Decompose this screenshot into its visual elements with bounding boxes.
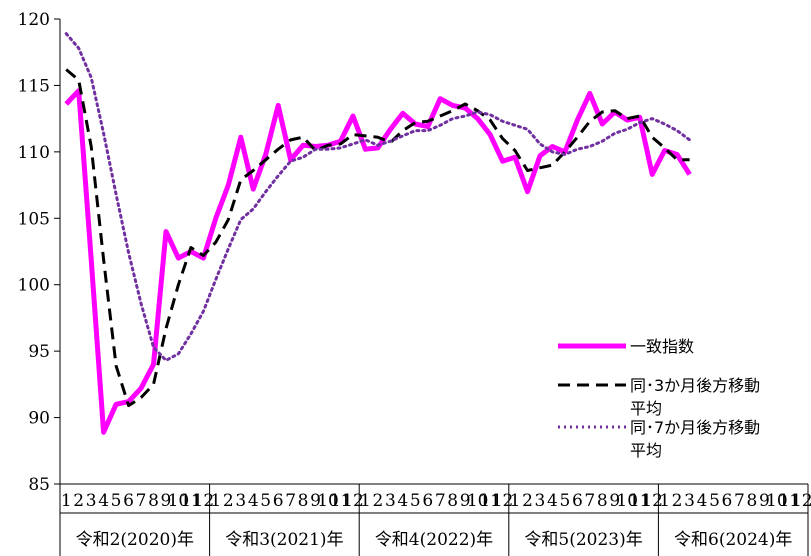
month-tick-label: 7 bbox=[136, 491, 147, 511]
year-group-label: 令和6(2024)年 bbox=[674, 530, 792, 550]
month-tick-label: 5 bbox=[709, 491, 720, 511]
month-tick-label: 12 bbox=[193, 491, 215, 511]
month-tick-label: 5 bbox=[111, 491, 122, 511]
month-tick-label: 6 bbox=[422, 491, 433, 511]
month-tick-label: 3 bbox=[684, 491, 695, 511]
month-tick-label: 5 bbox=[559, 491, 570, 511]
year-group-label: 令和2(2020)年 bbox=[76, 530, 194, 550]
year-group-label: 令和4(2022)年 bbox=[375, 530, 493, 550]
month-tick-label: 8 bbox=[447, 491, 458, 511]
month-tick-label: 4 bbox=[248, 491, 259, 511]
month-tick-label: 2 bbox=[73, 491, 84, 511]
y-tick-label: 85 bbox=[28, 475, 50, 495]
month-tick-label: 8 bbox=[746, 491, 757, 511]
series-line-1 bbox=[64, 88, 692, 435]
y-tick-label: 95 bbox=[28, 342, 50, 362]
month-tick-label: 8 bbox=[148, 491, 159, 511]
month-tick-label: 10 bbox=[616, 491, 638, 511]
legend-label-7m-ma-line2: 平均 bbox=[630, 441, 662, 460]
legend: 一致指数 同･3か月後方移動 平均 同･7か月後方移動 平均 bbox=[558, 337, 760, 460]
y-tick-label: 90 bbox=[28, 409, 50, 429]
month-tick-label: 12 bbox=[641, 491, 663, 511]
month-tick-label: 2 bbox=[522, 491, 533, 511]
y-tick-label: 115 bbox=[18, 76, 50, 96]
month-tick-label: 6 bbox=[273, 491, 284, 511]
month-tick-label: 10 bbox=[317, 491, 339, 511]
month-tick-label: 5 bbox=[410, 491, 421, 511]
y-tick-label: 120 bbox=[18, 10, 50, 30]
month-tick-label: 1 bbox=[510, 491, 521, 511]
month-tick-label: 1 bbox=[210, 491, 221, 511]
month-tick-label: 7 bbox=[285, 491, 296, 511]
month-tick-label: 1 bbox=[61, 491, 72, 511]
month-tick-label: 9 bbox=[460, 491, 471, 511]
month-tick-label: 3 bbox=[535, 491, 546, 511]
series-layer bbox=[64, 32, 692, 435]
year-group-label: 令和3(2021)年 bbox=[225, 530, 343, 550]
legend-label-3m-ma-line2: 平均 bbox=[630, 399, 662, 418]
year-group-label: 令和5(2023)年 bbox=[524, 530, 642, 550]
month-tick-label: 3 bbox=[86, 491, 97, 511]
month-tick-label: 7 bbox=[584, 491, 595, 511]
month-tick-label: 11 bbox=[479, 491, 501, 511]
month-tick-label: 8 bbox=[298, 491, 309, 511]
month-tick-label: 8 bbox=[597, 491, 608, 511]
month-tick-label: 2 bbox=[223, 491, 234, 511]
month-tick-label: 12 bbox=[342, 491, 364, 511]
month-tick-label: 5 bbox=[260, 491, 271, 511]
month-tick-label: 2 bbox=[672, 491, 683, 511]
month-tick-label: 9 bbox=[161, 491, 172, 511]
month-tick-label: 4 bbox=[547, 491, 558, 511]
series-line-2 bbox=[65, 68, 690, 408]
month-tick-label: 11 bbox=[180, 491, 202, 511]
month-tick-label: 3 bbox=[235, 491, 246, 511]
month-tick-label: 6 bbox=[123, 491, 134, 511]
month-tick-label: 12 bbox=[791, 491, 811, 511]
month-tick-label: 4 bbox=[98, 491, 109, 511]
month-tick-label: 9 bbox=[759, 491, 770, 511]
month-tick-label: 7 bbox=[734, 491, 745, 511]
month-tick-label: 6 bbox=[572, 491, 583, 511]
month-tick-label: 10 bbox=[168, 491, 190, 511]
month-tick-label: 4 bbox=[397, 491, 408, 511]
legend-label-coincident-index: 一致指数 bbox=[630, 337, 694, 356]
month-tick-label: 1 bbox=[659, 491, 670, 511]
y-tick-label: 100 bbox=[18, 276, 50, 296]
month-tick-label: 11 bbox=[778, 491, 800, 511]
y-tick-label: 110 bbox=[18, 143, 50, 163]
month-tick-label: 10 bbox=[467, 491, 489, 511]
y-tick-label: 105 bbox=[18, 209, 50, 229]
month-tick-label: 6 bbox=[722, 491, 733, 511]
series-line-3 bbox=[64, 32, 692, 362]
month-tick-label: 2 bbox=[372, 491, 383, 511]
month-tick-label: 12 bbox=[492, 491, 514, 511]
month-tick-label: 11 bbox=[330, 491, 352, 511]
month-tick-label: 4 bbox=[697, 491, 708, 511]
month-tick-label: 7 bbox=[435, 491, 446, 511]
month-tick-label: 9 bbox=[609, 491, 620, 511]
legend-label-3m-ma-line1: 同･3か月後方移動 bbox=[630, 376, 760, 395]
month-tick-label: 10 bbox=[766, 491, 788, 511]
month-tick-label: 11 bbox=[629, 491, 651, 511]
month-tick-label: 1 bbox=[360, 491, 371, 511]
month-tick-label: 9 bbox=[310, 491, 321, 511]
month-tick-label: 3 bbox=[385, 491, 396, 511]
legend-label-7m-ma-line1: 同･7か月後方移動 bbox=[630, 418, 760, 437]
